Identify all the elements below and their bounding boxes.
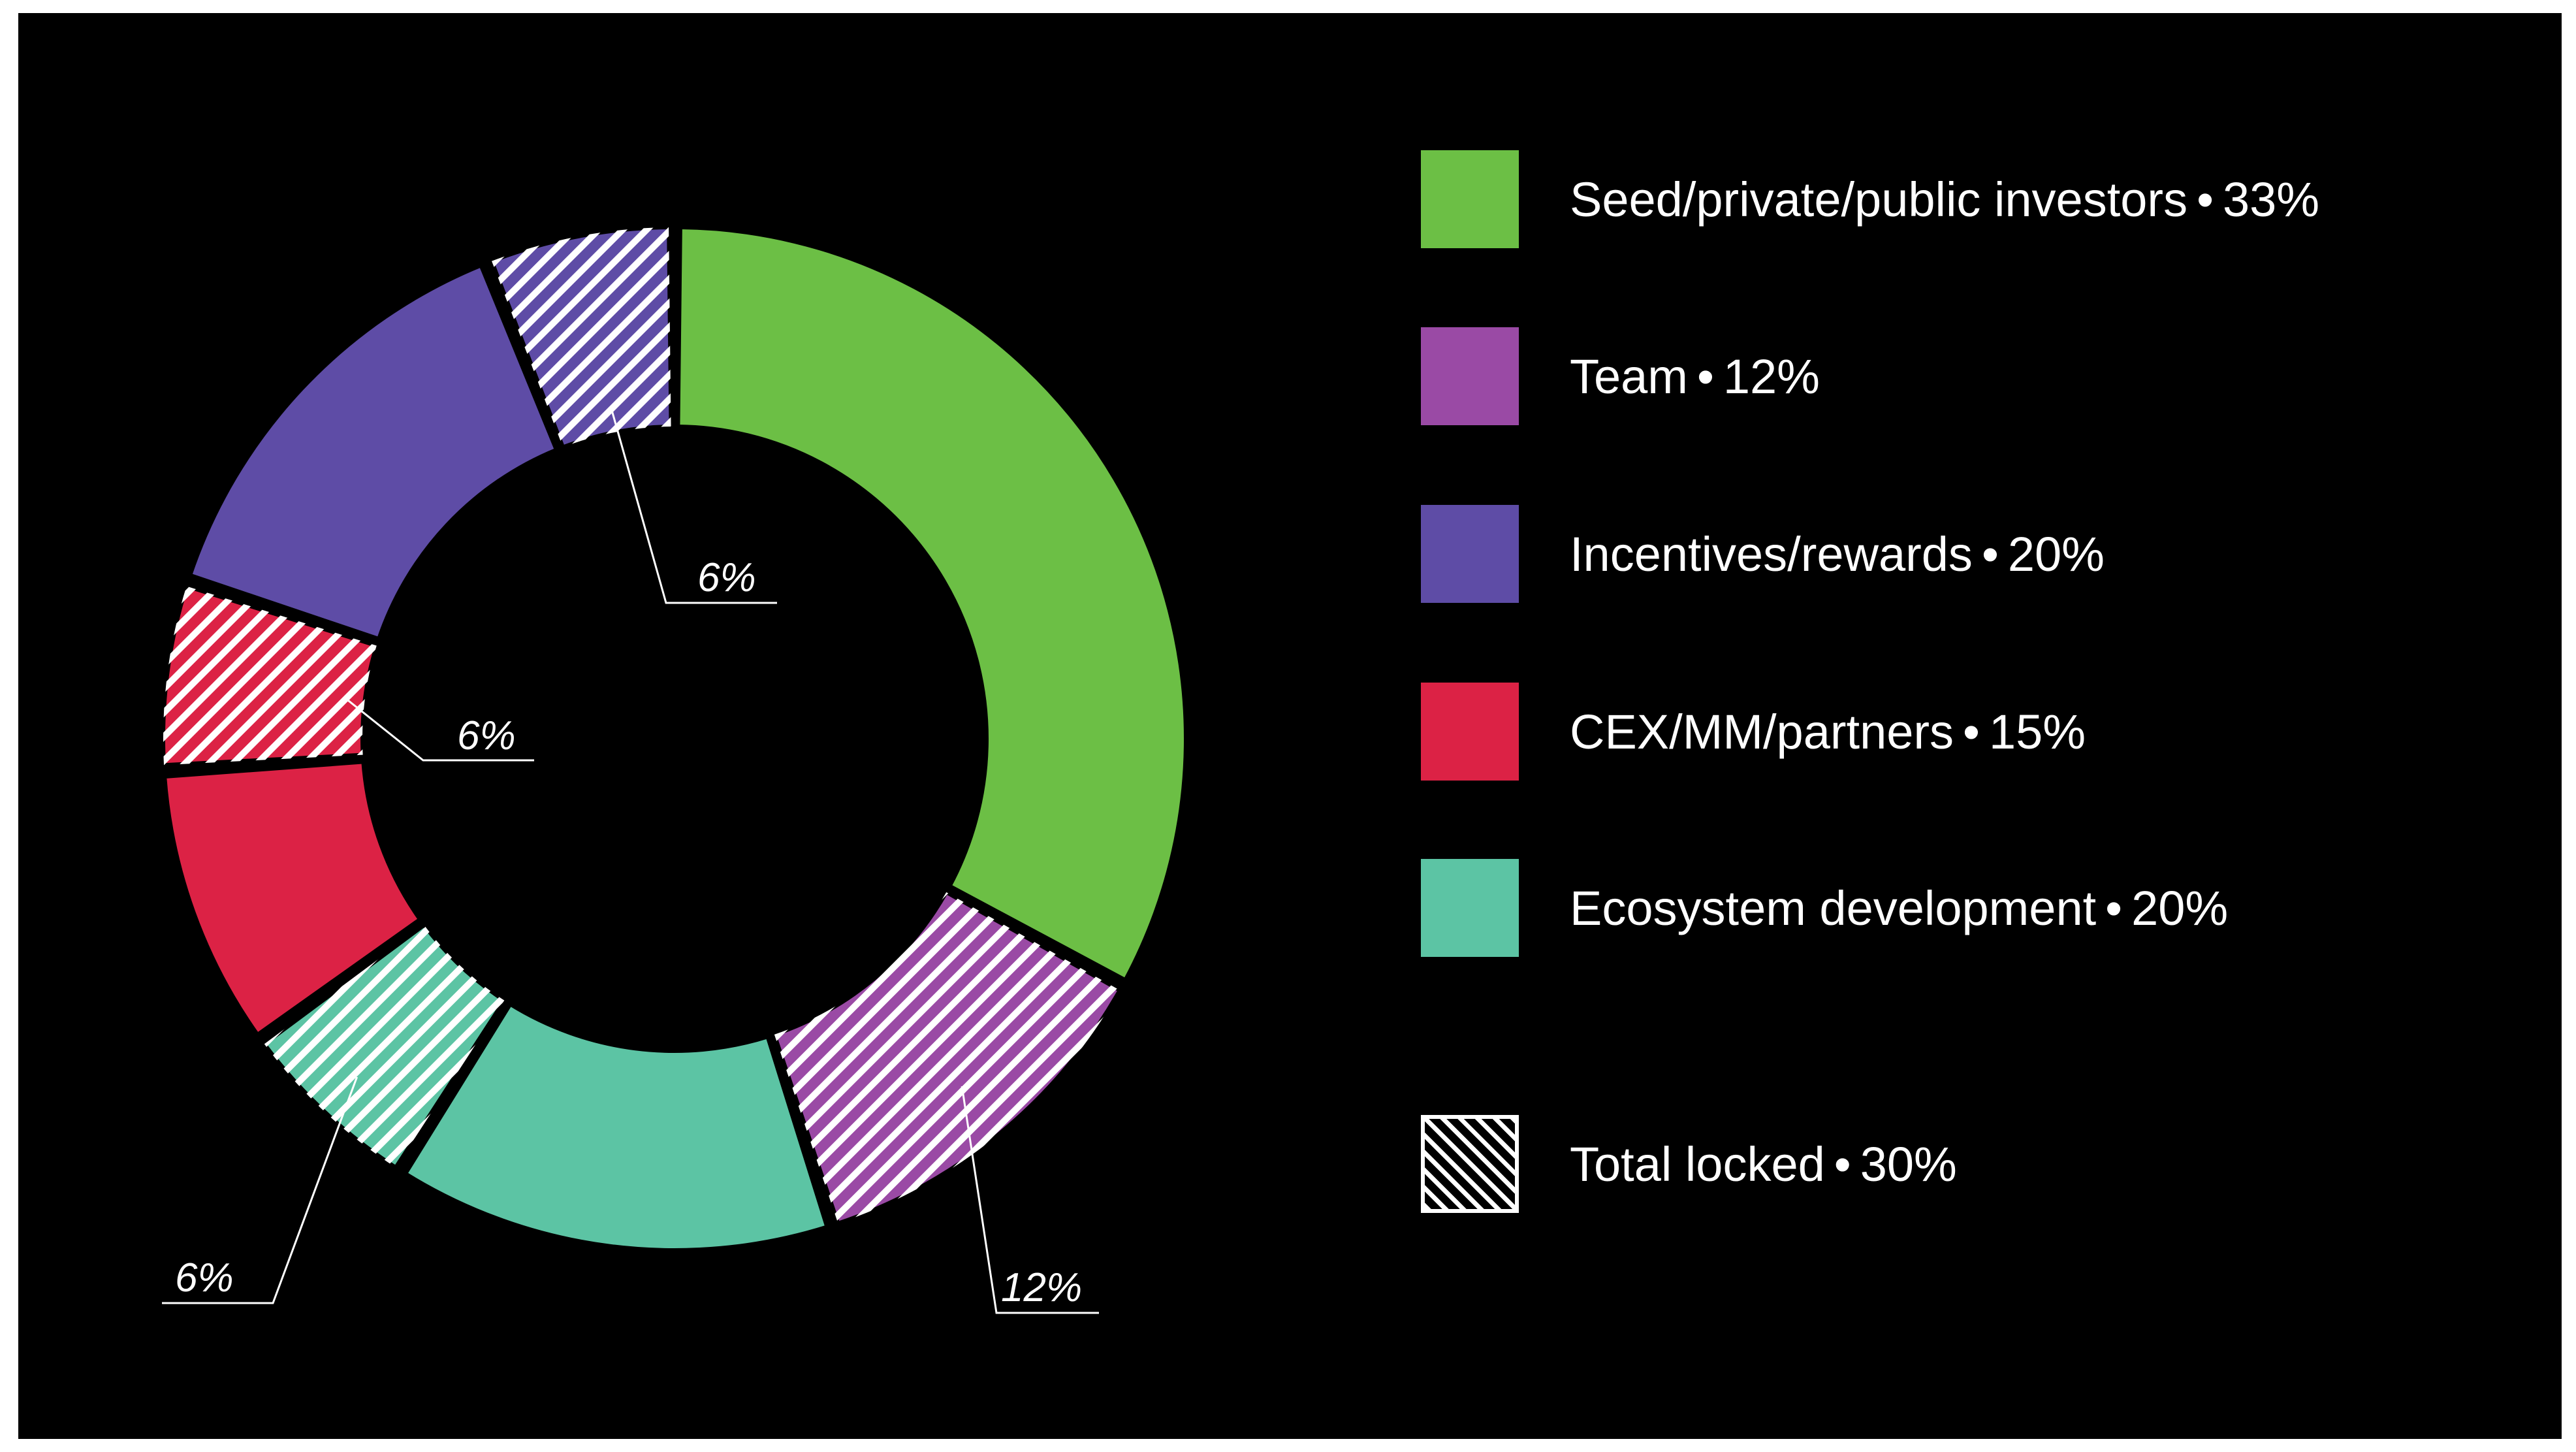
legend-swatch-cex [1421, 683, 1519, 781]
callout-line [343, 696, 534, 762]
donut-slice-seed-private-public-investors [676, 225, 1188, 982]
legend-swatch-incentives [1421, 505, 1519, 603]
legend-percent-cex: 15% [1988, 704, 2086, 759]
donut-slice-incentives-rewards-locked-hatch [492, 227, 671, 447]
legend-item-team: Team • 12% [1421, 324, 1820, 428]
legend-item-investors: Seed/private/public investors • 33% [1421, 147, 2319, 251]
legend-percent-team: 12% [1723, 349, 1820, 404]
callout-label: 6% [697, 555, 756, 600]
legend-label-cex: CEX/MM/partners [1570, 704, 1954, 759]
legend-label-total-locked: Total locked [1570, 1137, 1825, 1191]
legend-percent-investors: 33% [2223, 172, 2320, 227]
callout-label: 6% [457, 713, 516, 758]
legend-label-incentives: Incentives/rewards [1570, 526, 1973, 581]
legend-label-investors: Seed/private/public investors [1570, 172, 2188, 227]
legend-swatch-team [1421, 327, 1519, 425]
legend-percent-total-locked: 30% [1860, 1137, 1957, 1191]
donut-slice-ecosystem-development-locked-hatch [264, 925, 505, 1168]
legend-item-incentives: Incentives/rewards • 20% [1421, 502, 2105, 606]
callout-line [162, 1076, 358, 1304]
donut-chart: 12% 6% 6% 6% [161, 225, 1188, 1314]
legend-item-ecosystem: Ecosystem development • 20% [1421, 856, 2228, 960]
chart-frame: 12% 6% 6% 6% Seed/private/public investors •… [18, 13, 2562, 1439]
legend-swatch-total-locked [1421, 1115, 1519, 1213]
callout-line [961, 1086, 1099, 1314]
legend-label-team: Team [1570, 349, 1688, 404]
legend-swatch-ecosystem [1421, 859, 1519, 957]
donut-slice-ecosystem-development [403, 1002, 829, 1252]
callout-label: 6% [175, 1255, 234, 1300]
callout-line [611, 411, 777, 604]
legend-item-cex: CEX/MM/partners • 15% [1421, 679, 2086, 784]
legend-swatch-investors [1421, 150, 1519, 248]
donut-slice-cex-mm-partners-locked-hatch [163, 586, 377, 766]
callout-label: 12% [1001, 1265, 1082, 1310]
donut-slice-incentives-rewards [188, 263, 559, 641]
legend-item-total-locked: Total locked • 30% [1421, 1112, 1957, 1216]
donut-slice-team-locked-hatch [774, 892, 1120, 1223]
legend-percent-incentives: 20% [2007, 526, 2105, 581]
legend-percent-ecosystem: 20% [2131, 880, 2229, 935]
legend: Seed/private/public investors • 33% Team • 1… [1421, 13, 2557, 1439]
legend-label-ecosystem: Ecosystem development [1570, 880, 2097, 935]
donut-slice-cex-mm-partners [163, 760, 422, 1037]
